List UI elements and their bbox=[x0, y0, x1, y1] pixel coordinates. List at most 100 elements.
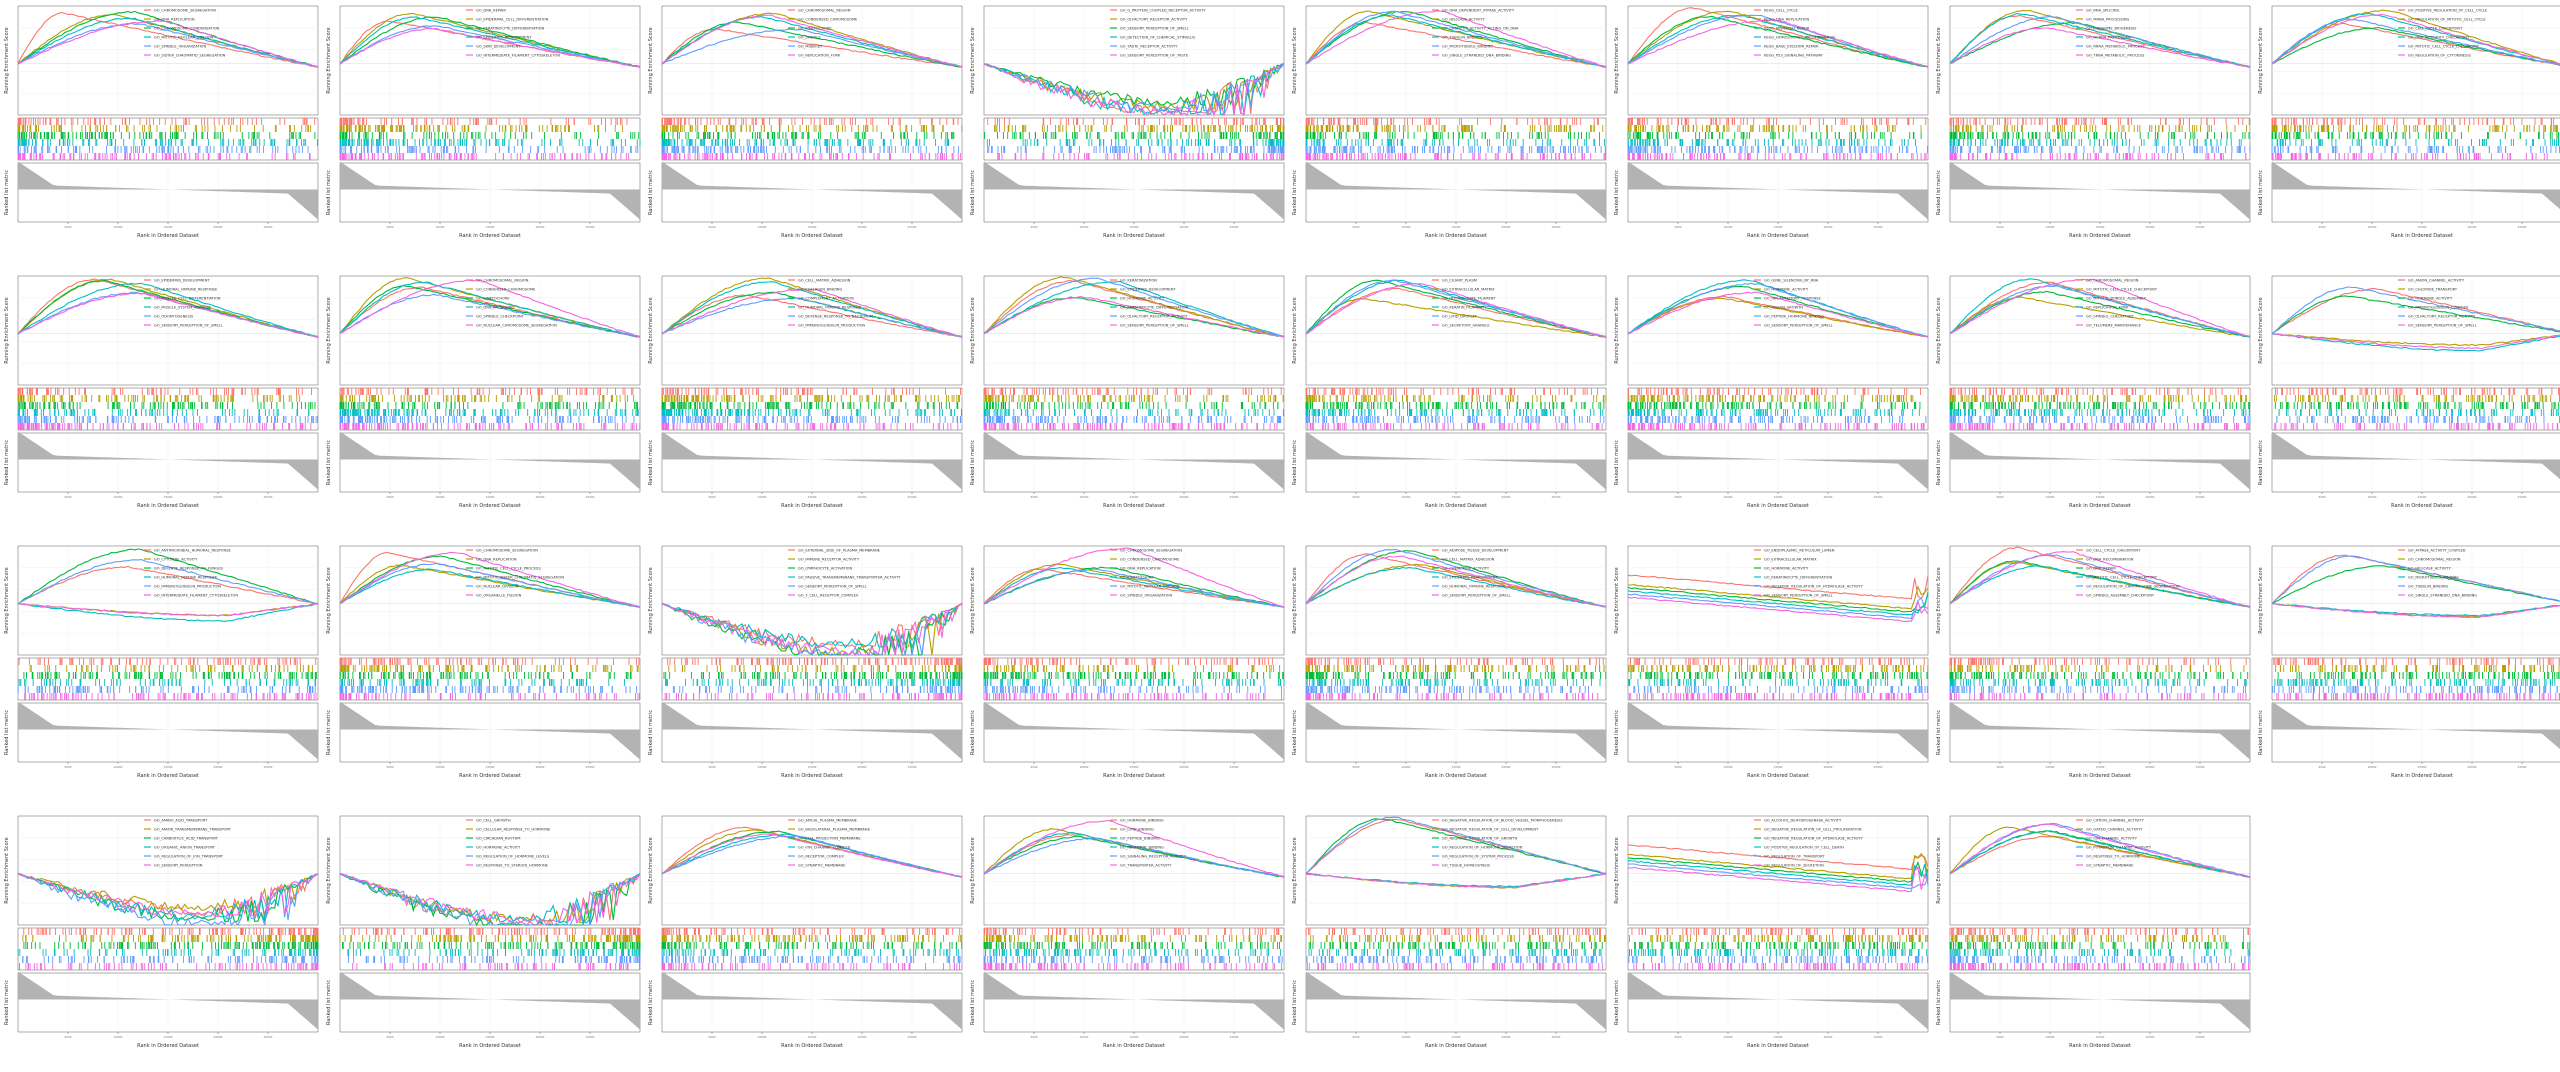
legend-entry: GO_SENSORY_PERCEPTION_OF_TASTE bbox=[1120, 54, 1189, 58]
y-axis-title-metric: Ranked list metric bbox=[326, 170, 332, 215]
x-tick-label: 10000 bbox=[1724, 225, 1733, 229]
legend-entry: KEGG_HOMOLOGOUS_RECOMBINATION bbox=[1764, 36, 1835, 40]
legend-entry: KEGG_BASE_EXCISION_REPAIR bbox=[1764, 45, 1819, 49]
gsea-panel-svg-1: GO_CHROMOSOME_SEGREGATION GO_DNA_REPLICAT… bbox=[0, 0, 320, 262]
y-axis-title-metric: Ranked list metric bbox=[1936, 170, 1942, 215]
x-tick-label: 5000 bbox=[1030, 225, 1037, 229]
y-axis-title-es: Running Enrichment Score bbox=[970, 27, 976, 93]
legend-entry: GO_MRNA_PROCESSING bbox=[2086, 18, 2130, 22]
legend-entry: GO_MITOTIC_NUCLEAR_DIVISION bbox=[154, 36, 214, 40]
legend-entry: GO_KERATINOCYTE_DIFFERENTIATION bbox=[476, 27, 544, 31]
x-tick-label: 25000 bbox=[586, 225, 595, 229]
y-axis-title-es: Running Enrichment Score bbox=[326, 27, 332, 93]
x-tick-label: 10000 bbox=[1080, 225, 1089, 229]
legend-entry: KEGG_MISMATCH_REPAIR bbox=[1764, 27, 1810, 31]
x-axis-title: Rank in Ordered Dataset bbox=[781, 233, 843, 239]
y-axis-title-metric: Ranked list metric bbox=[1614, 170, 1620, 215]
x-tick-label: 5000 bbox=[1352, 225, 1359, 229]
legend-entry: GO_REGULATION_OF_CYTOKINESIS bbox=[2408, 54, 2472, 58]
gsea-panel-4: GO_G_PROTEIN_COUPLED_RECEPTOR_ACTIVITY GO… bbox=[966, 0, 1286, 262]
x-axis-title: Rank in Ordered Dataset bbox=[1747, 233, 1809, 239]
gsea-panel-7: GO_RNA_SPLICING GO_MRNA_PROCESSING GO_RIBO… bbox=[1932, 0, 2252, 262]
legend-entry: GO_CELL_CYCLE_CHECKPOINT bbox=[2408, 27, 2463, 31]
y-axis-title-es: Running Enrichment Score bbox=[1292, 27, 1298, 93]
x-axis-title: Rank in Ordered Dataset bbox=[137, 233, 199, 239]
x-tick-label: 10000 bbox=[114, 225, 123, 229]
legend-entry: GO_G_PROTEIN_COUPLED_RECEPTOR_ACTIVITY bbox=[1120, 9, 1206, 13]
x-tick-label: 15000 bbox=[1130, 225, 1139, 229]
y-axis-title-es: Running Enrichment Score bbox=[1936, 27, 1942, 93]
legend-entry: KEGG_P53_SIGNALING_PATHWAY bbox=[1764, 54, 1824, 58]
x-tick-label: 25000 bbox=[1552, 225, 1561, 229]
legend-entry: GO_DETECTION_OF_CHEMICAL_STIMULUS bbox=[1120, 36, 1196, 40]
x-tick-label: 20000 bbox=[1824, 225, 1833, 229]
legend-entry: KEGG_CELL_CYCLE bbox=[1764, 9, 1799, 13]
gsea-panel-svg-5: GO_DNA_DEPENDENT_ATPASE_ACTIVITYGO_HELIC… bbox=[1288, 0, 1608, 262]
legend-entry: GO_EPIDERMAL_CELL_DIFFERENTIATION bbox=[476, 18, 549, 22]
legend-entry: GO_DNA_REPLICATION bbox=[154, 18, 195, 22]
gsea-panel-6: KEGG_CELL_CYCLE KEGG_DNA_REPLICATION KEGG_… bbox=[1610, 0, 1930, 262]
legend-entry: GO_RNA_SPLICING bbox=[2086, 9, 2120, 13]
legend-entry: GO_SINGLE_STRANDED_DNA_BINDING bbox=[1442, 54, 1511, 58]
legend-entry: GO_REGULATION_OF_MITOTIC_CELL_CYCLE bbox=[2408, 18, 2486, 22]
legend-entry: GO_SENSORY_PERCEPTION_OF_SMELL bbox=[1120, 27, 1189, 31]
x-axis-title: Rank in Ordered Dataset bbox=[1425, 233, 1487, 239]
x-tick-label: 25000 bbox=[2196, 225, 2205, 229]
gsea-panel-svg-8: GO_POSITIVE_REGULATION_OF_CELL_CYCLE GO_R… bbox=[2254, 0, 2560, 262]
x-tick-label: 10000 bbox=[436, 225, 445, 229]
legend-entry: GO_KINETOCHORE bbox=[798, 27, 832, 31]
x-axis-title: Rank in Ordered Dataset bbox=[1103, 233, 1165, 239]
legend-entry: GO_CHROMOSOME_CONDENSATION bbox=[154, 27, 220, 31]
x-tick-label: 20000 bbox=[2146, 225, 2155, 229]
legend-entry: GO_DNA_REPAIR bbox=[476, 9, 506, 13]
legend-entry: KEGG_DNA_REPLICATION bbox=[1764, 18, 1809, 22]
gsea-panel-8: GO_POSITIVE_REGULATION_OF_CELL_CYCLE GO_R… bbox=[2254, 0, 2560, 262]
legend-entry: GO_NCRNA_PROCESSING bbox=[2086, 36, 2132, 40]
x-tick-label: 5000 bbox=[1996, 225, 2003, 229]
x-tick-label: 25000 bbox=[264, 225, 273, 229]
legend-entry: GO_TUBULIN_BINDING bbox=[1442, 36, 1483, 40]
x-tick-label: 5000 bbox=[64, 225, 71, 229]
legend-entry: GO_TRNA_METABOLIC_PROCESS bbox=[2086, 54, 2145, 58]
y-axis-title-metric: Ranked list metric bbox=[648, 170, 654, 215]
y-axis-title-es: Running Enrichment Score bbox=[648, 27, 654, 93]
legend-entry: GO_TASTE_RECEPTOR_ACTIVITY bbox=[1120, 45, 1178, 49]
legend-entry: GO_DNA_DEPENDENT_ATPASE_ACTIVITY bbox=[1442, 9, 1515, 13]
legend-entry: GO_CHROMOSOMAL_REGION bbox=[798, 9, 851, 13]
gsea-panel-2: GO_DNA_REPAIR GO_EPIDERMAL_CELL_DIFFERENT… bbox=[322, 0, 642, 262]
legend-entry: GO_SKIN_DEVELOPMENT bbox=[476, 45, 521, 49]
gsea-figure-grid: GO_CHROMOSOME_SEGREGATION GO_DNA_REPLICAT… bbox=[0, 0, 2560, 1050]
legend-entry: GO_OLFACTORY_RECEPTOR_ACTIVITY bbox=[1120, 18, 1188, 22]
legend-entry: GO_DNA_INTEGRITY_CHECKPOINT bbox=[2408, 36, 2470, 40]
y-axis-title-metric: Ranked list metric bbox=[1292, 170, 1298, 215]
legend-entry: GO_MITOTIC_CELL_CYCLE_CHECKPOINT bbox=[2408, 45, 2480, 49]
x-tick-label: 20000 bbox=[1180, 225, 1189, 229]
x-tick-label: 25000 bbox=[1230, 225, 1239, 229]
x-tick-label: 10000 bbox=[1402, 225, 1411, 229]
x-tick-label: 5000 bbox=[1674, 225, 1681, 229]
y-axis-title-es: Running Enrichment Score bbox=[1614, 27, 1620, 93]
x-tick-label: 10000 bbox=[2046, 225, 2055, 229]
y-axis-title-metric: Ranked list metric bbox=[4, 170, 10, 215]
x-axis-title: Rank in Ordered Dataset bbox=[459, 233, 521, 239]
legend-entry: GO_CONDENSED_CHROMOSOME bbox=[798, 18, 858, 22]
x-tick-label: 20000 bbox=[858, 225, 867, 229]
gsea-panel-1: GO_CHROMOSOME_SEGREGATION GO_DNA_REPLICAT… bbox=[0, 0, 320, 262]
legend-entry: GO_SPINDLE bbox=[798, 36, 821, 40]
gsea-panel-svg-6: KEGG_CELL_CYCLE KEGG_DNA_REPLICATION KEGG_… bbox=[1610, 0, 1930, 262]
gsea-panel-svg-2: GO_DNA_REPAIR GO_EPIDERMAL_CELL_DIFFERENT… bbox=[322, 0, 642, 262]
legend-entry: GO_POSITIVE_REGULATION_OF_CELL_CYCLE bbox=[2408, 9, 2488, 13]
x-tick-label: 20000 bbox=[1502, 225, 1511, 229]
x-tick-label: 15000 bbox=[1452, 225, 1461, 229]
gsea-panel-svg-4: GO_G_PROTEIN_COUPLED_RECEPTOR_ACTIVITY GO… bbox=[966, 0, 1286, 262]
x-tick-label: 20000 bbox=[214, 225, 223, 229]
legend-entry: GO_MICROTUBULE_BINDING bbox=[1442, 45, 1493, 49]
legend-entry: GO_CHROMOSOME_SEGREGATION bbox=[154, 9, 216, 13]
x-tick-label: 20000 bbox=[536, 225, 545, 229]
x-tick-label: 5000 bbox=[386, 225, 393, 229]
legend-entry: GO_RIBOSOME_BIOGENESIS bbox=[2086, 27, 2137, 31]
es-plot-area bbox=[2272, 6, 2560, 115]
x-tick-label: 5000 bbox=[708, 225, 715, 229]
gsea-panel-svg-3: GO_CHROMOSOMAL_REGION GO_CONDENSED_CHROMO… bbox=[644, 0, 964, 262]
